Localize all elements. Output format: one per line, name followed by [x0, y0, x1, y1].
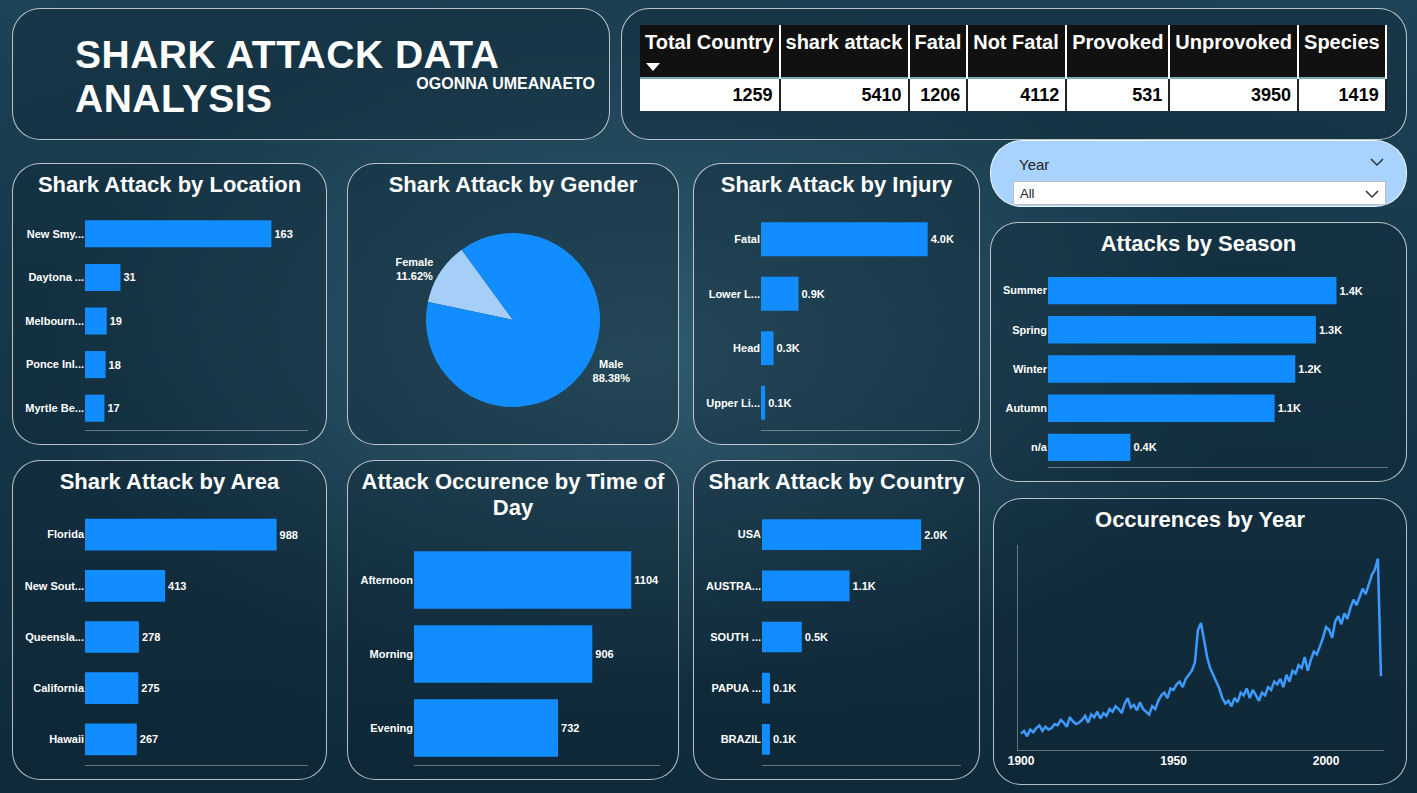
svg-text:USA: USA — [738, 528, 761, 540]
html-text:Not Fatal: Not Fatal — [973, 31, 1059, 53]
svg-text:278: 278 — [142, 631, 160, 643]
html-text:Shark Attack by Country: Shark Attack by Country — [708, 469, 965, 494]
html-text:4112: 4112 — [1020, 84, 1060, 105]
svg-text:BRAZIL: BRAZIL — [721, 733, 762, 745]
html-text:1206: 1206 — [920, 84, 961, 105]
html-text:OGONNA UMEANAETO: OGONNA UMEANAETO — [416, 75, 595, 92]
svg-text:413: 413 — [168, 580, 186, 592]
svg-text:906: 906 — [595, 648, 613, 660]
html-text:Unprovoked: Unprovoked — [1175, 31, 1292, 53]
svg-text:Daytona ...: Daytona ... — [28, 271, 84, 283]
svg-text:Queensla...: Queensla... — [25, 631, 84, 643]
html-text:5410: 5410 — [861, 84, 902, 105]
svg-text:732: 732 — [561, 722, 579, 734]
svg-text:0.9K: 0.9K — [802, 288, 825, 300]
html-text:Total Country: Total Country — [645, 31, 774, 53]
html-text:Year: Year — [1019, 156, 1050, 173]
html-text:SHARK ATTACK DATA ANALYSIS: SHARK ATTACK DATA ANALYSIS — [75, 33, 498, 120]
svg-text:0.5K: 0.5K — [805, 631, 828, 643]
html-text:Shark Attack by Injury: Shark Attack by Injury — [720, 172, 953, 197]
html-text:Provoked: Provoked — [1072, 31, 1164, 53]
svg-text:1104: 1104 — [634, 574, 659, 586]
svg-text:Melbourn...: Melbourn... — [25, 315, 84, 327]
html-text:1259: 1259 — [732, 84, 773, 105]
svg-text:Florida: Florida — [47, 528, 85, 540]
svg-text:275: 275 — [141, 682, 159, 694]
svg-text:Myrtle Be...: Myrtle Be... — [25, 402, 84, 414]
svg-text:Evening: Evening — [370, 722, 413, 734]
svg-text:1.4K: 1.4K — [1339, 285, 1362, 297]
html-text:Fatal: Fatal — [914, 31, 962, 53]
svg-text:0.3K: 0.3K — [777, 342, 800, 354]
html-text:Attack Occurence by Time of Da: Attack Occurence by Time of Day — [361, 469, 665, 520]
svg-text:New Smy...: New Smy... — [27, 228, 84, 240]
svg-text:1.1K: 1.1K — [1278, 402, 1301, 414]
svg-text:Male88.38%: Male88.38% — [593, 358, 631, 384]
svg-text:Female11.62%: Female11.62% — [395, 256, 433, 282]
svg-text:PAPUA ...: PAPUA ... — [711, 682, 761, 694]
svg-text:Ponce Inl...: Ponce Inl... — [26, 358, 84, 370]
svg-text:4.0K: 4.0K — [931, 233, 954, 245]
svg-text:Fatal: Fatal — [734, 233, 760, 245]
html-text:Shark Attack by Area: Shark Attack by Area — [59, 469, 280, 494]
svg-text:n/a: n/a — [1031, 441, 1048, 453]
svg-text:19: 19 — [110, 315, 122, 327]
svg-text:0.4K: 0.4K — [1133, 441, 1156, 453]
svg-text:0.1K: 0.1K — [773, 733, 796, 745]
svg-text:1.3K: 1.3K — [1319, 324, 1342, 336]
svg-text:1950: 1950 — [1160, 754, 1187, 768]
svg-text:New Sout...: New Sout... — [25, 580, 84, 592]
svg-text:2.0K: 2.0K — [924, 529, 947, 541]
html-text:All: All — [1020, 186, 1035, 201]
html-text:Occurences by Year: Occurences by Year — [1095, 507, 1305, 532]
html-text:shark attack: shark attack — [785, 31, 903, 53]
html-text:Shark Attack by Gender: Shark Attack by Gender — [388, 172, 638, 197]
svg-text:SOUTH ...: SOUTH ... — [710, 631, 761, 643]
html-text:3950: 3950 — [1251, 84, 1291, 105]
svg-text:Summer: Summer — [1003, 284, 1048, 296]
svg-text:AUSTRA...: AUSTRA... — [706, 580, 761, 592]
svg-text:Hawaii: Hawaii — [49, 733, 84, 745]
html-text:1419: 1419 — [1338, 84, 1379, 105]
html-text:Species: Species — [1304, 31, 1380, 53]
svg-text:31: 31 — [123, 271, 135, 283]
svg-text:1900: 1900 — [1008, 754, 1035, 768]
svg-text:Upper Li...: Upper Li... — [706, 397, 760, 409]
svg-text:163: 163 — [274, 228, 292, 240]
svg-text:Afternoon: Afternoon — [360, 574, 413, 586]
svg-text:18: 18 — [109, 359, 121, 371]
svg-text:California: California — [33, 682, 85, 694]
svg-text:267: 267 — [140, 733, 158, 745]
svg-text:1.1K: 1.1K — [853, 580, 876, 592]
svg-text:Morning: Morning — [370, 648, 413, 660]
html-text:Shark Attack by Location: Shark Attack by Location — [37, 172, 302, 197]
svg-text:Lower L...: Lower L... — [709, 288, 760, 300]
svg-text:Winter: Winter — [1013, 363, 1048, 375]
svg-text:17: 17 — [107, 402, 119, 414]
svg-text:0.1K: 0.1K — [768, 397, 791, 409]
svg-text:988: 988 — [280, 529, 298, 541]
svg-text:Head: Head — [733, 342, 760, 354]
svg-text:1.2K: 1.2K — [1298, 363, 1321, 375]
svg-text:Autumn: Autumn — [1005, 402, 1047, 414]
svg-text:2000: 2000 — [1313, 754, 1340, 768]
svg-text:0.1K: 0.1K — [773, 682, 796, 694]
html-text:Attacks by Season: Attacks by Season — [1100, 231, 1297, 256]
svg-text:Spring: Spring — [1012, 324, 1047, 336]
html-text:531: 531 — [1132, 84, 1163, 105]
